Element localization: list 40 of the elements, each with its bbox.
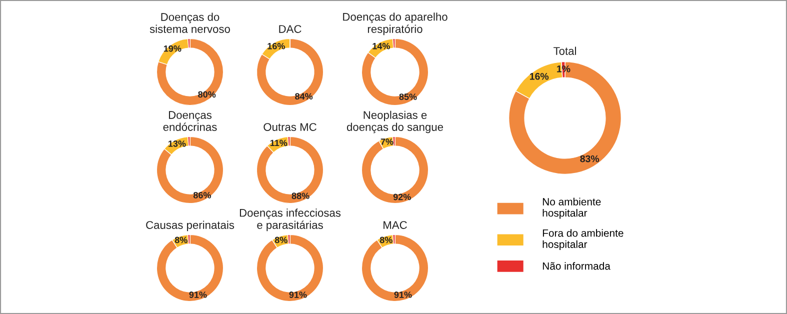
chart-title: Doenças do aparelho respiratório <box>343 12 448 36</box>
donut-slice <box>508 61 622 175</box>
donut-slice <box>156 136 224 204</box>
data-label: 91% <box>289 292 307 298</box>
chart-title: Doenças infecciosas e parasitárias <box>240 208 341 232</box>
data-label: 13% <box>168 140 186 147</box>
chart-title: MAC <box>384 221 407 229</box>
chart-title: Causas perinatais <box>146 220 234 232</box>
legend-label: Não informada <box>542 262 610 270</box>
data-label: 85% <box>399 94 417 100</box>
data-label: 16% <box>530 72 549 80</box>
donut-slice <box>256 38 324 106</box>
data-label: 92% <box>393 194 411 200</box>
chart-title: DAC <box>279 25 302 33</box>
data-label: 84% <box>295 93 313 100</box>
data-label: 16% <box>268 42 285 50</box>
chart-title: Doenças do sistema nervoso <box>150 12 230 33</box>
chart-title: Doenças endócrinas <box>163 111 217 131</box>
chart-title: Total <box>554 46 576 55</box>
data-label: 83% <box>580 155 600 162</box>
donut-slice <box>256 136 324 204</box>
data-label: 8% <box>174 236 188 244</box>
donut-slice <box>361 136 429 204</box>
donut-slice <box>361 38 429 106</box>
donut-slice <box>256 234 324 302</box>
data-label: 86% <box>193 192 211 198</box>
data-label: 11% <box>270 140 288 146</box>
data-label: 8% <box>380 236 392 244</box>
data-label: 91% <box>394 292 412 298</box>
data-label: 91% <box>189 292 207 298</box>
chart-title: Neoplasias e doenças do sangue <box>346 110 444 134</box>
data-label: 88% <box>292 192 310 200</box>
data-label: 8% <box>274 236 288 244</box>
chart-title: Outras MC <box>264 123 316 131</box>
donut-slice <box>156 234 224 302</box>
legend-label: No ambiente hospitalar <box>542 198 601 219</box>
legend-label: Fora do ambiente hospitalar <box>542 229 624 250</box>
data-label: 14% <box>372 42 390 50</box>
donut-slice <box>361 234 429 302</box>
donut-slice <box>156 38 224 106</box>
